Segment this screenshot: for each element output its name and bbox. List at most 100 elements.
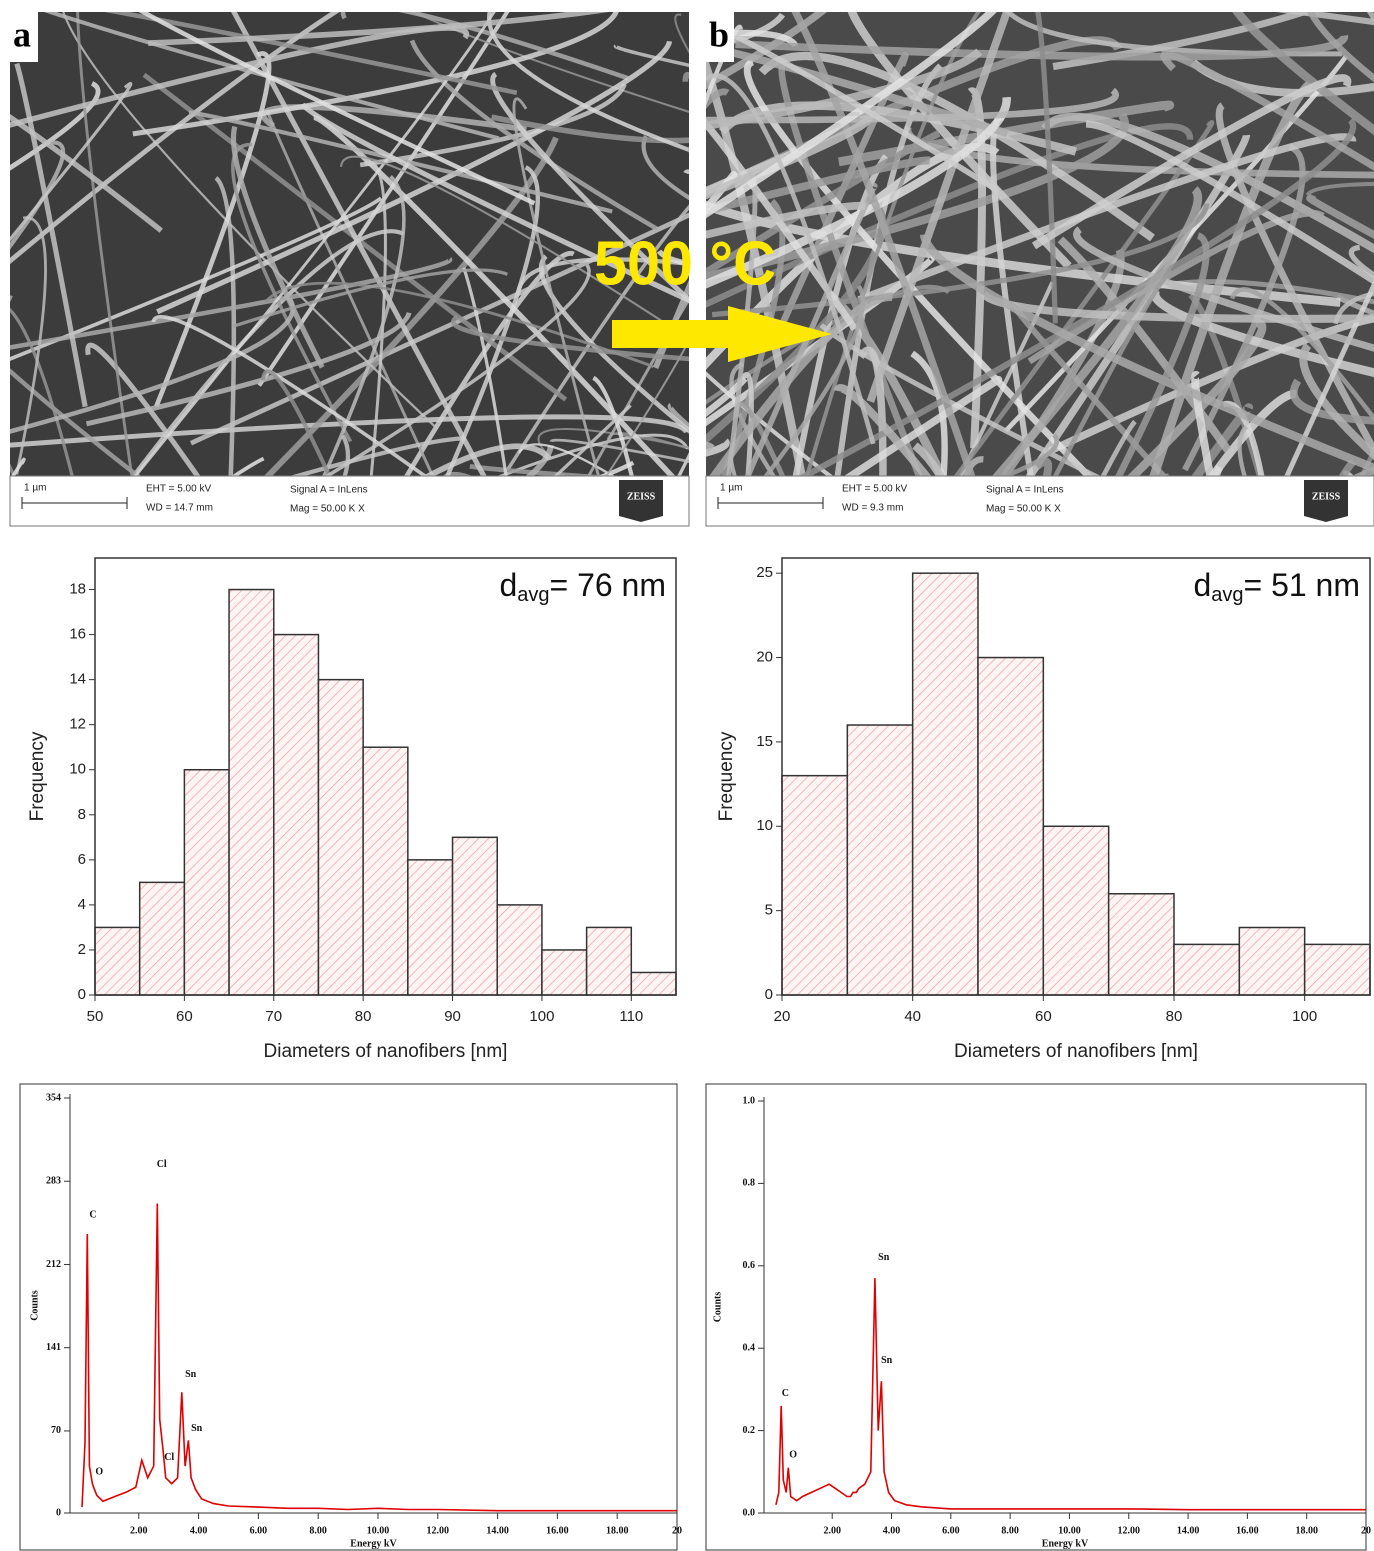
logo: ZEISS <box>1312 491 1341 502</box>
y-tick-label: 10 <box>756 817 773 834</box>
y-tick-label: 20 <box>756 649 773 666</box>
y-tick-label: 0 <box>765 986 773 1003</box>
bar <box>95 927 140 995</box>
bar <box>140 882 185 995</box>
x-tick-label: 12.00 <box>427 1525 450 1536</box>
x-tick-label: 10.00 <box>367 1525 390 1536</box>
x-tick-label: 18.00 <box>606 1525 629 1536</box>
y-tick-label: 2 <box>78 941 86 958</box>
x-tick-label: 18.00 <box>1295 1525 1318 1536</box>
x-tick-label: 4.00 <box>883 1525 901 1536</box>
bar <box>587 927 632 995</box>
chart-frame <box>20 1084 677 1550</box>
y-tick-label: 10 <box>69 761 86 778</box>
bar <box>229 590 274 995</box>
x-axis-label: Energy kV <box>350 1538 397 1549</box>
mag: Mag = 50.00 K X <box>986 504 1061 515</box>
x-tick-label: 2.00 <box>823 1525 841 1536</box>
x-tick-label: 6.00 <box>250 1525 268 1536</box>
annotation: davg= 51 nm <box>1193 567 1360 606</box>
y-tick-label: 14 <box>69 671 86 688</box>
signal: Signal A = InLens <box>290 485 368 496</box>
scale-label: 1 µm <box>24 483 46 494</box>
x-tick-label: 12.00 <box>1118 1525 1141 1536</box>
bar <box>497 905 542 995</box>
peak-label: Sn <box>878 1252 890 1263</box>
x-tick-label: 16.00 <box>546 1525 569 1536</box>
bar <box>847 725 912 995</box>
x-tick-label: 90 <box>444 1008 461 1025</box>
y-tick-label: 8 <box>78 806 86 823</box>
x-tick-label: 8.00 <box>1001 1525 1019 1536</box>
wd: WD = 14.7 mm <box>146 503 213 514</box>
x-tick-label: 100 <box>1292 1008 1317 1025</box>
y-tick-label: 212 <box>46 1259 61 1270</box>
spectrum-line <box>82 1204 677 1511</box>
eht: EHT = 5.00 kV <box>146 484 211 495</box>
wd: WD = 9.3 mm <box>842 503 903 514</box>
x-axis-label: Diameters of nanofibers [nm] <box>954 1041 1198 1062</box>
x-tick-label: 50 <box>87 1008 104 1025</box>
x-tick-label: 100 <box>529 1008 554 1025</box>
x-tick-label: 10.00 <box>1058 1525 1081 1536</box>
x-tick-label: 20 <box>672 1525 682 1536</box>
peak-label: O <box>95 1466 103 1477</box>
x-tick-label: 60 <box>1035 1008 1052 1025</box>
bar <box>1174 944 1239 995</box>
x-tick-label: 40 <box>904 1008 921 1025</box>
y-tick-label: 0 <box>78 986 86 1003</box>
bar <box>782 776 847 995</box>
x-tick-label: 2.00 <box>130 1525 148 1536</box>
figure: 1 µm EHT = 5.00 kV WD = 14.7 mm Signal A = … <box>0 0 1374 1551</box>
page: { "panels": [ {"label": "a", "scale": "1… <box>0 0 1374 1551</box>
logo: ZEISS <box>627 491 656 502</box>
x-tick-label: 8.00 <box>309 1525 327 1536</box>
y-tick-label: 0 <box>56 1507 61 1518</box>
bar <box>1043 826 1108 995</box>
x-tick-label: 6.00 <box>942 1525 960 1536</box>
annotation-rest: = 51 nm <box>1243 567 1360 603</box>
peak-label: Cl <box>157 1159 167 1170</box>
x-tick-label: 110 <box>619 1008 643 1025</box>
y-tick-label: 1.0 <box>743 1095 756 1106</box>
annotation-sub: avg <box>1211 584 1243 606</box>
mag: Mag = 50.00 K X <box>290 504 365 515</box>
y-axis-label: Frequency <box>716 731 737 821</box>
eht: EHT = 5.00 kV <box>842 484 907 495</box>
x-tick-label: 16.00 <box>1236 1525 1259 1536</box>
info-bar <box>706 476 1374 526</box>
peak-label: C <box>89 1210 96 1221</box>
bar <box>1239 928 1304 995</box>
y-axis-label: Counts <box>712 1292 723 1323</box>
peak-label: Sn <box>881 1355 893 1366</box>
y-tick-label: 6 <box>78 851 86 868</box>
y-tick-label: 354 <box>46 1092 61 1103</box>
y-tick-label: 0.0 <box>743 1507 756 1518</box>
panel-label: a <box>13 14 31 54</box>
bar <box>408 860 453 995</box>
bar <box>184 770 229 995</box>
chart-frame <box>706 1084 1366 1550</box>
annotation-main: d <box>1193 567 1211 603</box>
x-axis-label: Energy kV <box>1042 1538 1089 1549</box>
bar <box>542 950 587 995</box>
annotation-rest: = 76 nm <box>549 567 666 603</box>
x-tick-label: 20 <box>1361 1525 1371 1536</box>
panel-label: b <box>709 14 729 54</box>
x-tick-label: 60 <box>176 1008 193 1025</box>
bar <box>453 837 498 995</box>
bar <box>318 680 363 995</box>
peak-label: O <box>789 1450 797 1461</box>
y-tick-label: 25 <box>756 564 773 581</box>
y-tick-label: 0.8 <box>743 1178 756 1189</box>
x-tick-label: 4.00 <box>190 1525 208 1536</box>
x-tick-label: 70 <box>265 1008 282 1025</box>
bar <box>631 972 676 995</box>
x-tick-label: 80 <box>355 1008 372 1025</box>
peak-label: C <box>782 1388 789 1399</box>
x-axis-label: Diameters of nanofibers [nm] <box>264 1041 508 1062</box>
bar <box>363 747 408 995</box>
y-axis-label: Counts <box>29 1290 40 1321</box>
annotation-sub: avg <box>517 584 549 606</box>
spectrum-line <box>776 1278 1366 1510</box>
